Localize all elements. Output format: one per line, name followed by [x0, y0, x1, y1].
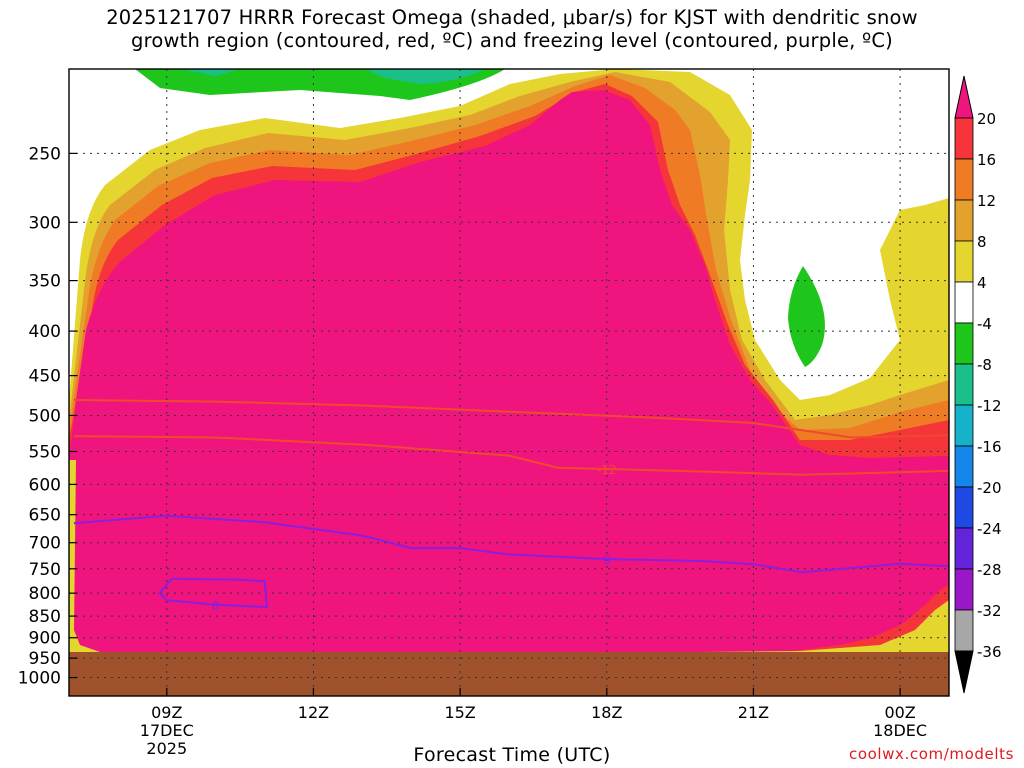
x-tick-label: 12Z: [298, 703, 329, 722]
y-tick-label: 250: [29, 144, 61, 164]
colorbar-segment: [954, 240, 974, 283]
colorbar-segment: [954, 445, 974, 488]
colorbar-segment: [954, 322, 974, 365]
colorbar-segment: [954, 363, 974, 406]
watermark: coolwx.com/modelts: [849, 745, 1014, 763]
colorbar-segment: [954, 281, 974, 324]
contour-lines: -12 0 0: [73, 399, 949, 613]
colorbar-label: 20: [977, 110, 996, 128]
colorbar-label: -28: [977, 561, 1002, 579]
colorbar-label: 8: [977, 233, 987, 251]
colorbar-segment: [954, 568, 974, 611]
colorbar-segment: [954, 158, 974, 201]
x-tick-label: 15Z: [444, 703, 475, 722]
contour-label: 0: [603, 553, 611, 567]
colorbar-label: -12: [977, 397, 1002, 415]
colorbar-label: 12: [977, 192, 996, 210]
y-tick-label: 350: [29, 272, 61, 292]
contour-dendritic-bottom: [73, 435, 949, 476]
colorbar-arrow-top: [954, 75, 974, 119]
y-tick-label: 450: [29, 367, 61, 387]
colorbar-label: -4: [977, 315, 992, 333]
colorbar-label: 4: [977, 274, 987, 292]
y-tick-label: 700: [29, 534, 61, 554]
colorbar-segment: [954, 527, 974, 570]
colorbar-label: -16: [977, 438, 1002, 456]
colorbar-label: -36: [977, 643, 1002, 661]
colorbar-label: -8: [977, 356, 992, 374]
colorbar-segment: [954, 486, 974, 529]
colorbar-label: -24: [977, 520, 1002, 538]
x-axis-label: Forecast Time (UTC): [413, 744, 611, 766]
y-tick-label: 850: [29, 607, 61, 627]
chart-title: 2025121707 HRRR Forecast Omega (shaded, …: [0, 6, 1024, 52]
y-axis: 2503003504004505005506006507007508008509…: [18, 144, 77, 689]
title-line-1: 2025121707 HRRR Forecast Omega (shaded, …: [106, 6, 918, 29]
y-tick-label: 1000: [18, 669, 61, 689]
colorbar-arrow-bottom: [954, 650, 974, 694]
green-region-mid: [788, 266, 825, 367]
y-tick-label: 650: [29, 506, 61, 526]
y-tick-label: 750: [29, 560, 61, 580]
title-line-2: growth region (contoured, red, ºC) and f…: [131, 29, 893, 52]
y-tick-label: 800: [29, 584, 61, 604]
plot-area: -12 0 0: [69, 69, 949, 696]
colorbar-segment: [954, 117, 974, 160]
y-tick-label: 500: [29, 406, 61, 426]
x-tick-year: 2025: [146, 739, 187, 758]
contour-freezing-level: [73, 514, 949, 574]
colorbar-segment: [954, 404, 974, 447]
colorbar: 20 16 12 8 4 -4 -8 -12 -16 -20 -24 -28 -32 -36: [954, 75, 1002, 694]
contour-freezing-loop: [158, 577, 269, 609]
x-tick-label: 18Z: [591, 703, 622, 722]
y-tick-label: 600: [29, 475, 61, 495]
y-tick-label: 550: [29, 443, 61, 463]
teal-region-top-left: [180, 69, 240, 76]
x-tick-date: 17DEC: [140, 721, 194, 740]
x-tick-label: 09Z: [151, 703, 182, 722]
colorbar-segment: [954, 199, 974, 242]
teal-region-top-right: [365, 69, 485, 84]
omega-20-plus-region: [69, 90, 949, 655]
plot-border: [68, 68, 950, 697]
contour-label: 0: [212, 599, 220, 613]
x-tick-date: 18DEC: [873, 721, 927, 740]
x-tick-label: 21Z: [738, 703, 769, 722]
colorbar-label: -32: [977, 602, 1002, 620]
ground-region: [69, 652, 949, 696]
colorbar-label: -20: [977, 479, 1002, 497]
x-tick-label: 00Z: [884, 703, 915, 722]
y-tick-label: 300: [29, 213, 61, 233]
y-tick-label: 400: [29, 322, 61, 342]
y-tick-label: 950: [29, 649, 61, 669]
contour-dendritic-top: [73, 399, 949, 439]
contour-label: -12: [597, 463, 617, 477]
colorbar-segment: [954, 609, 974, 652]
y-tick-label: 900: [29, 629, 61, 649]
colorbar-label: 16: [977, 151, 996, 169]
